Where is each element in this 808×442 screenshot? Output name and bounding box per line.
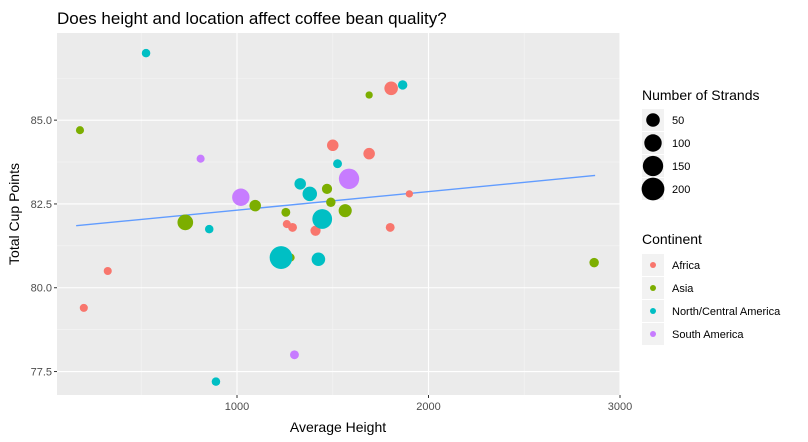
points-layer: [75, 48, 599, 386]
size-legend-label: 200: [672, 184, 690, 196]
data-point: [196, 154, 205, 163]
data-point: [311, 252, 326, 267]
data-point: [310, 225, 321, 236]
data-point: [405, 190, 414, 198]
color-legend-dot: [650, 285, 656, 291]
data-point: [326, 139, 339, 152]
data-point: [302, 186, 318, 202]
trend-line-layer: [76, 174, 596, 227]
data-point: [75, 126, 85, 135]
y-tick-label: 80.0: [31, 283, 52, 295]
color-legend-label: South America: [672, 329, 744, 341]
plot-panel: [57, 33, 620, 395]
data-point: [333, 159, 342, 169]
color-legend-label: Asia: [672, 283, 694, 295]
data-point: [281, 207, 291, 217]
data-point: [249, 199, 261, 212]
color-legend-label: Africa: [672, 260, 701, 272]
color-legend-dot: [650, 331, 656, 337]
data-point: [312, 209, 333, 229]
y-tick-label: 82.5: [31, 199, 52, 211]
size-legend-label: 100: [672, 138, 690, 150]
x-tick-label: 2000: [416, 401, 440, 413]
data-point: [288, 222, 297, 232]
data-point: [204, 224, 214, 234]
data-point: [141, 48, 151, 58]
color-legend-label: North/Central America: [672, 306, 781, 318]
chart-title: Does height and location affect coffee b…: [57, 9, 447, 28]
data-point: [338, 168, 360, 189]
data-point: [384, 81, 398, 96]
data-point: [397, 80, 408, 90]
x-axis-title: Average Height: [290, 419, 386, 435]
color-legend-dot: [650, 308, 656, 314]
data-point: [385, 222, 395, 232]
data-point: [232, 188, 250, 206]
x-tick-label: 3000: [608, 401, 632, 413]
data-point: [211, 377, 221, 386]
data-point: [177, 214, 194, 231]
size-legend-dot: [646, 113, 660, 127]
data-point: [338, 204, 352, 218]
y-axis-title: Total Cup Points: [6, 163, 22, 265]
data-point: [363, 147, 375, 160]
color-legend-dot: [650, 262, 656, 268]
size-legend-dot: [641, 177, 665, 201]
size-legend-title: Number of Strands: [642, 87, 760, 103]
x-tick-label: 1000: [225, 401, 249, 413]
data-point: [269, 246, 293, 269]
y-tick-label: 85.0: [31, 115, 52, 127]
size-legend-label: 150: [672, 161, 690, 173]
size-legend-dot: [644, 134, 662, 152]
data-point: [79, 303, 88, 312]
data-point: [294, 178, 306, 190]
data-point: [326, 197, 336, 207]
size-legend-dot: [642, 155, 664, 177]
y-tick-label: 77.5: [31, 367, 52, 379]
color-legend: Continent Africa Asia North/Central Americ…: [642, 231, 781, 345]
color-legend-title: Continent: [642, 231, 702, 247]
data-point: [103, 266, 112, 276]
data-point: [365, 91, 373, 99]
grid: [57, 33, 621, 395]
size-legend-label: 50: [672, 115, 684, 127]
data-point: [290, 350, 299, 360]
size-legend: Number of Strands 50 100 150 200: [641, 87, 760, 201]
trend-line: [76, 174, 596, 227]
data-point: [321, 183, 333, 194]
data-point: [589, 257, 599, 268]
axes: 1000 2000 3000 77.5 80.0 82.5 85.0: [31, 115, 633, 413]
